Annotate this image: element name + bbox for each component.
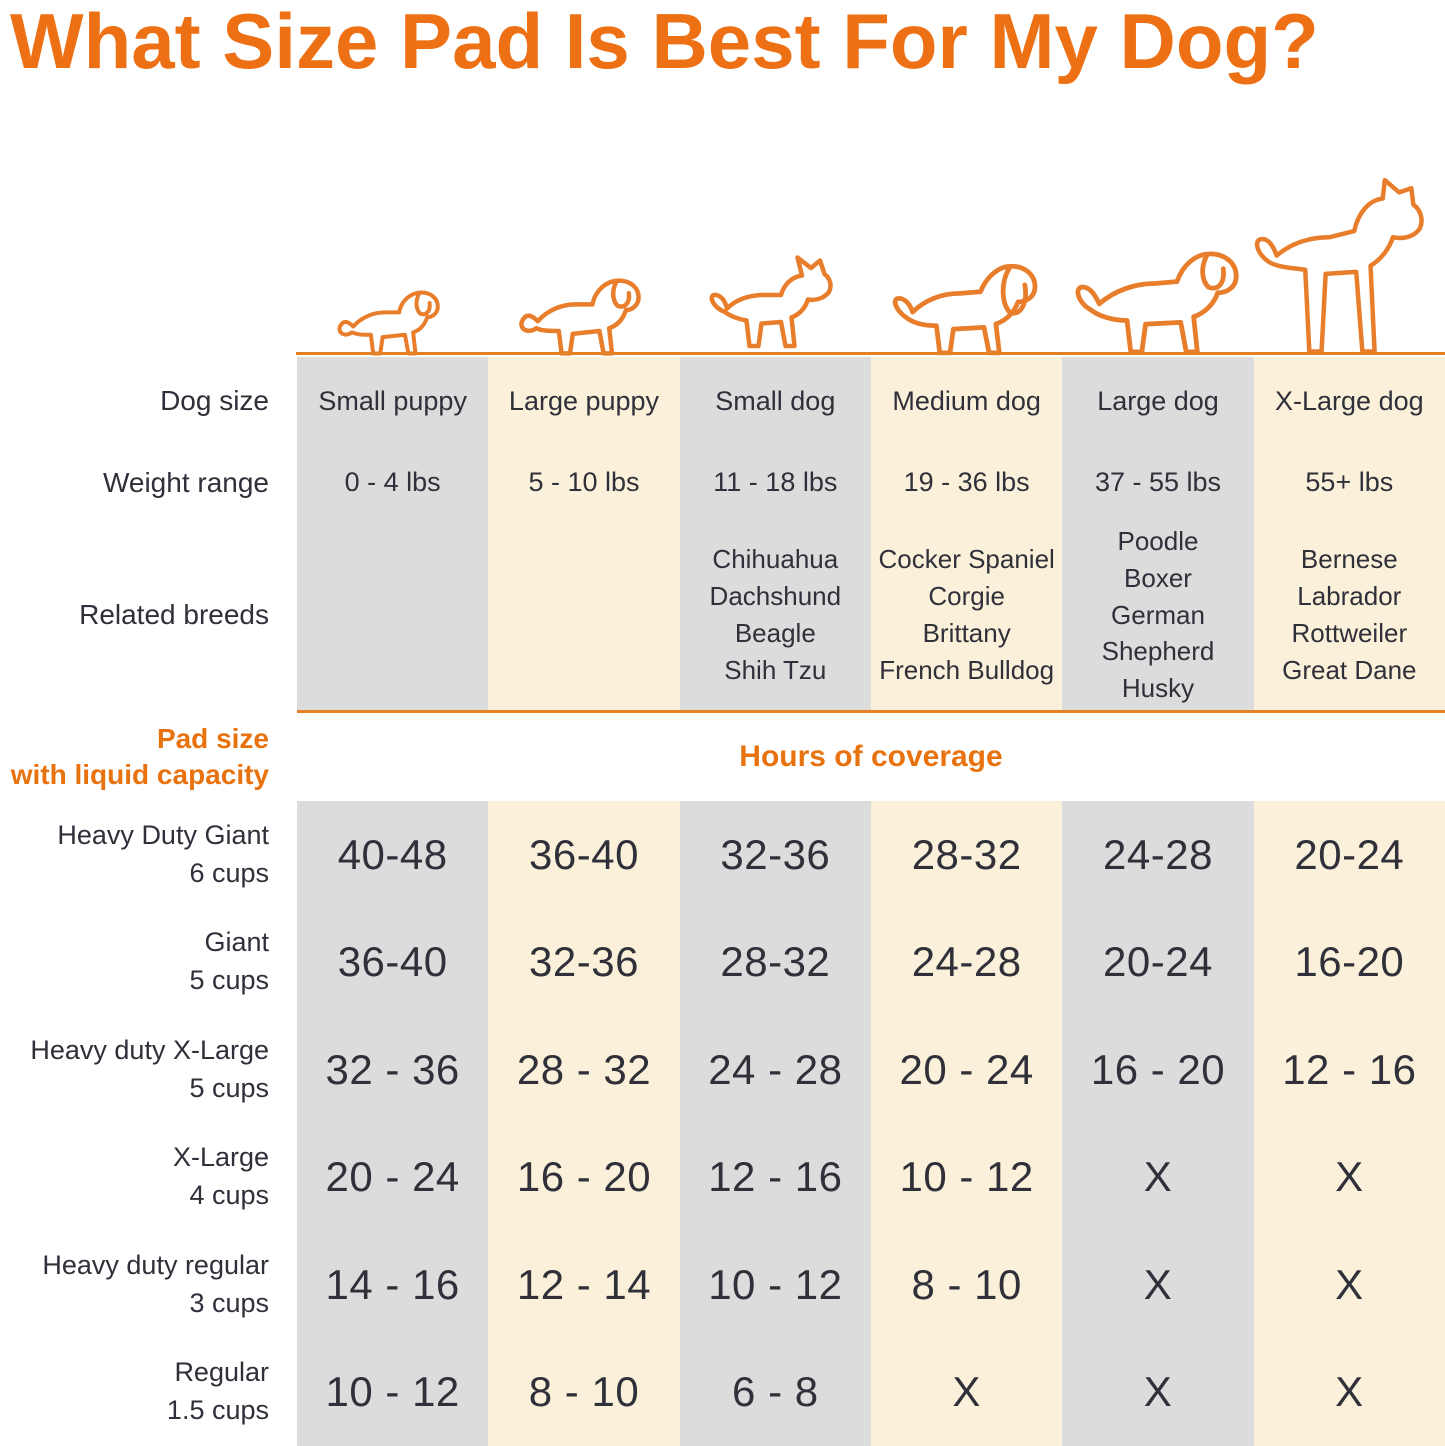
hours-cell: 36-40 [488, 801, 680, 909]
hours-of-coverage-header: Hours of coverage [739, 740, 1003, 773]
column-header-medium-dog: Medium dog [870, 357, 1063, 445]
weight-range-cell: 55+ lbs [1253, 445, 1445, 520]
hours-cell: 6 - 8 [679, 1338, 871, 1446]
row-label-weight-range: Weight range [102, 466, 269, 498]
hours-cell: 24-28 [870, 908, 1063, 1016]
hours-cell: X [1062, 1123, 1254, 1231]
hours-cell: 20-24 [1253, 801, 1445, 909]
hours-cell: 12 - 14 [488, 1231, 680, 1339]
small-puppy-icon [337, 290, 440, 356]
row-label-giant: Giant 5 cups [0, 909, 297, 1017]
hours-cell: 16 - 20 [1062, 1016, 1254, 1124]
pad-capacity: 6 cups [189, 857, 269, 888]
hours-cell: 12 - 16 [1253, 1016, 1445, 1124]
section-divider-line [297, 710, 1445, 713]
column-header-x-large-dog: X-Large dog [1253, 357, 1445, 445]
weight-range-cell: 19 - 36 lbs [870, 445, 1063, 520]
hours-cell: 16 - 20 [488, 1123, 680, 1231]
hours-cell: 28-32 [870, 801, 1063, 909]
weight-range-cell: 37 - 55 lbs [1062, 445, 1254, 520]
row-label-heavy-duty-regular: Heavy duty regular 3 cups [0, 1231, 297, 1339]
hours-cell: 28-32 [679, 908, 871, 1016]
hours-cell: 32 - 36 [297, 1016, 489, 1124]
hours-cell: X [1062, 1231, 1254, 1339]
row-label-heavy-duty-x-large: Heavy duty X-Large 5 cups [0, 1016, 297, 1124]
hours-cell: 10 - 12 [297, 1338, 489, 1446]
hours-cell: 8 - 10 [488, 1338, 680, 1446]
large-dog-icon [1075, 251, 1239, 355]
hours-cell: 36-40 [297, 908, 489, 1016]
hours-cell: 12 - 16 [679, 1123, 871, 1231]
related-breeds-cell: Chihuahua Dachshund Beagle Shih Tzu [679, 520, 871, 710]
related-breeds-cell [297, 520, 489, 710]
small-dog-icon [709, 255, 833, 349]
hours-cell: X [1253, 1123, 1445, 1231]
row-label-x-large: X-Large 4 cups [0, 1124, 297, 1232]
related-breeds-cell [488, 520, 680, 710]
row-label-heavy-duty-giant: Heavy Duty Giant 6 cups [0, 801, 297, 909]
column-header-large-dog: Large dog [1062, 357, 1254, 445]
hours-cell: 40-48 [297, 801, 489, 909]
pad-capacity: 5 cups [189, 1072, 269, 1103]
hours-cell: 20-24 [1062, 908, 1254, 1016]
pad-name: Giant [204, 927, 269, 958]
x-large-dog-icon [1254, 177, 1424, 354]
pad-name: Heavy duty regular [42, 1249, 269, 1280]
weight-range-cell: 0 - 4 lbs [297, 445, 489, 520]
pad-name: Heavy duty X-Large [30, 1034, 269, 1065]
hours-cell: 10 - 12 [679, 1231, 871, 1339]
pad-capacity: 1.5 cups [166, 1395, 269, 1426]
hours-cell: 10 - 12 [870, 1123, 1063, 1231]
hours-cell: 32-36 [488, 908, 680, 1016]
medium-dog-icon [892, 263, 1038, 356]
pad-name: Regular [174, 1357, 269, 1388]
weight-range-cell: 11 - 18 lbs [679, 445, 871, 520]
pad-name: X-Large [172, 1142, 269, 1173]
hours-cell: X [1253, 1338, 1445, 1446]
ground-line [296, 352, 1445, 355]
hours-cell: 24 - 28 [679, 1016, 871, 1124]
hours-cell: X [870, 1338, 1063, 1446]
hours-cell: 14 - 16 [297, 1231, 489, 1339]
pad-capacity: 4 cups [189, 1180, 269, 1211]
size-chart-table: Dog size Small puppy Large puppy Small d… [0, 357, 1445, 1446]
large-puppy-icon [519, 278, 641, 356]
related-breeds-cell: Cocker Spaniel Corgie Brittany French Bu… [870, 520, 1063, 710]
page-title: What Size Pad Is Best For My Dog? [10, 0, 1319, 85]
hours-cell: 20 - 24 [870, 1016, 1063, 1124]
related-breeds-cell: Poodle Boxer German Shepherd Husky [1062, 520, 1254, 710]
hours-cell: X [1253, 1231, 1445, 1339]
pad-capacity: 3 cups [189, 1287, 269, 1318]
pad-size-header: Pad size with liquid capacity [10, 722, 269, 790]
column-header-small-puppy: Small puppy [297, 357, 489, 445]
hours-cell: 16-20 [1253, 908, 1445, 1016]
weight-range-cell: 5 - 10 lbs [488, 445, 680, 520]
row-label-regular: Regular 1.5 cups [0, 1339, 297, 1446]
pad-capacity: 5 cups [189, 965, 269, 996]
hours-cell: 24-28 [1062, 801, 1254, 909]
column-header-small-dog: Small dog [679, 357, 871, 445]
hours-cell: 20 - 24 [297, 1123, 489, 1231]
hours-cell: X [1062, 1338, 1254, 1446]
related-breeds-cell: Bernese Labrador Rottweiler Great Dane [1253, 520, 1445, 710]
row-label-related-breeds: Related breeds [79, 599, 269, 630]
column-header-large-puppy: Large puppy [488, 357, 680, 445]
row-label-dog-size: Dog size [160, 385, 269, 416]
hours-cell: 8 - 10 [870, 1231, 1063, 1339]
hours-cell: 32-36 [679, 801, 871, 909]
pad-name: Heavy Duty Giant [57, 819, 269, 850]
hours-cell: 28 - 32 [488, 1016, 680, 1124]
